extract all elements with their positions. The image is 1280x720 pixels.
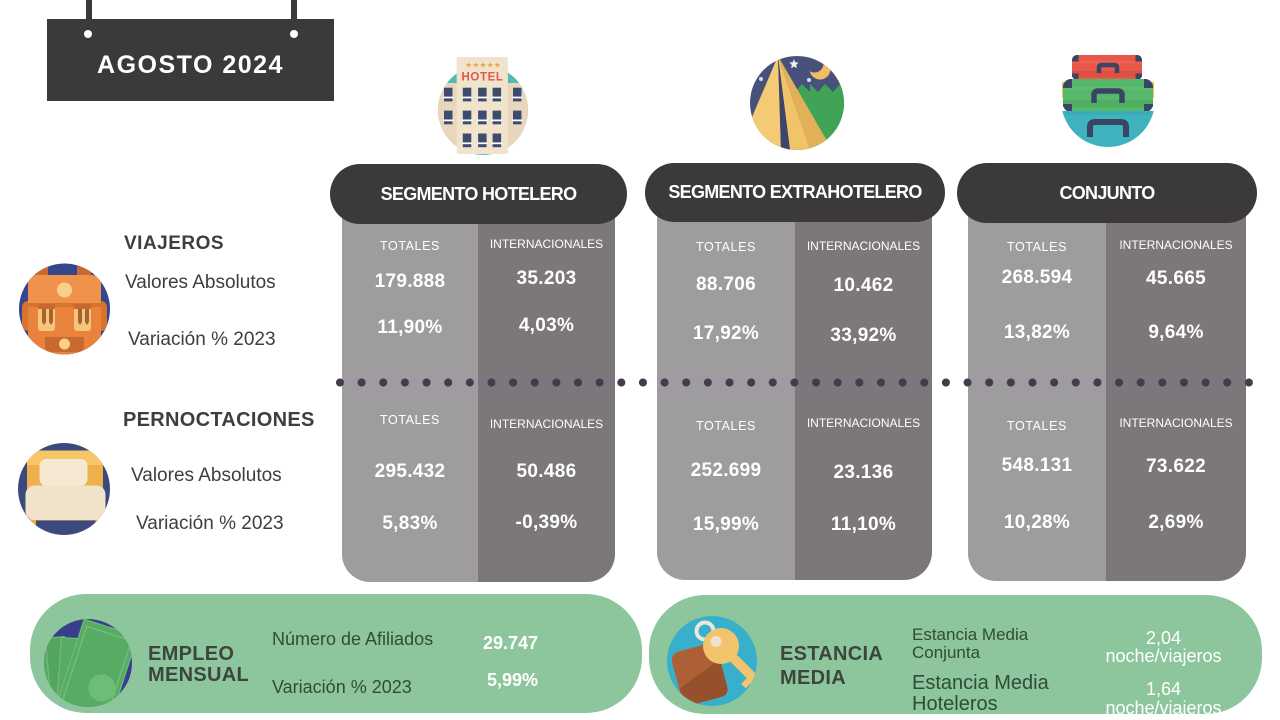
svg-text:HOTEL: HOTEL (462, 72, 504, 84)
svg-text:★★★★★: ★★★★★ (465, 61, 501, 70)
